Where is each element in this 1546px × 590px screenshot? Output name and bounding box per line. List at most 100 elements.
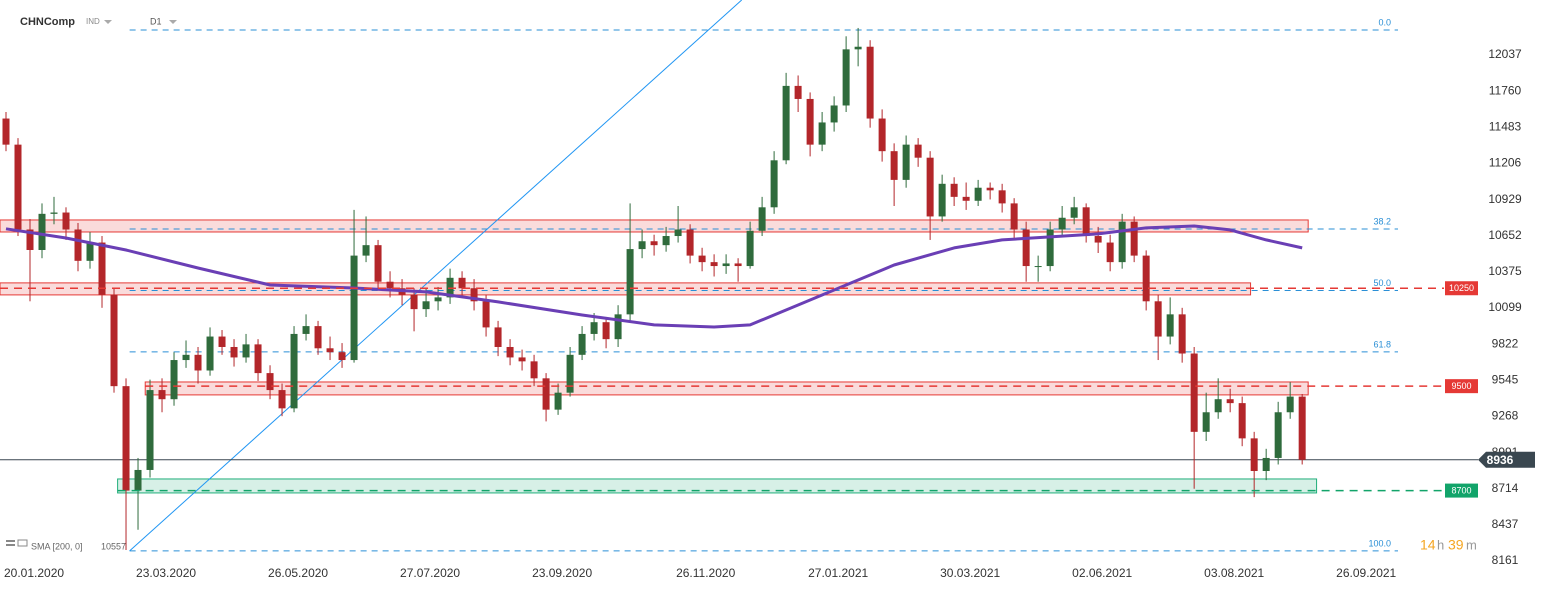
- candle: [158, 378, 166, 413]
- candle-body: [1202, 412, 1210, 432]
- candle: [830, 96, 838, 132]
- candle-body: [14, 144, 22, 230]
- candle: [902, 135, 910, 188]
- candle-body: [854, 46, 862, 50]
- candle: [314, 320, 322, 355]
- candle: [1262, 448, 1270, 481]
- candle-body: [1190, 353, 1198, 432]
- candle: [890, 143, 898, 206]
- y-tick-label: 9822: [1492, 336, 1519, 350]
- candle-body: [878, 118, 886, 152]
- candle-body: [1022, 229, 1030, 267]
- candle: [506, 339, 514, 366]
- candle-body: [422, 301, 430, 310]
- candle-body: [1010, 203, 1018, 230]
- candle-body: [1106, 242, 1114, 263]
- candle-body: [842, 49, 850, 106]
- candle-body: [1166, 314, 1174, 337]
- candle: [338, 343, 346, 368]
- dropdown-arrow[interactable]: [169, 20, 177, 24]
- candle: [950, 177, 958, 206]
- candle: [674, 205, 682, 243]
- timer-hours-unit: h: [1437, 537, 1444, 552]
- candle-body: [806, 98, 814, 145]
- x-tick-label: 23.03.2020: [136, 566, 196, 580]
- candle-body: [1298, 396, 1306, 460]
- candle: [770, 151, 778, 214]
- candle: [662, 226, 670, 252]
- candle: [290, 326, 298, 413]
- candle: [842, 36, 850, 113]
- candle-body: [1286, 396, 1294, 413]
- candle-body: [566, 354, 574, 393]
- candle: [926, 151, 934, 240]
- candle-body: [1262, 457, 1270, 472]
- timeframe[interactable]: D1: [150, 16, 162, 26]
- candle: [254, 339, 262, 381]
- candle: [362, 216, 370, 263]
- candle: [1070, 196, 1078, 225]
- indicator-icon[interactable]: [6, 539, 28, 547]
- candle: [518, 349, 526, 371]
- candle: [1166, 297, 1174, 345]
- candle-body: [674, 229, 682, 237]
- zone: [0, 219, 1309, 233]
- candle-body: [902, 144, 910, 180]
- candle-body: [290, 333, 298, 409]
- candle: [1298, 393, 1306, 465]
- candle-body: [278, 390, 286, 409]
- x-tick-label: 02.06.2021: [1072, 566, 1132, 580]
- candle: [1010, 198, 1018, 240]
- y-tick-label: 10652: [1488, 228, 1522, 242]
- candle: [134, 457, 142, 530]
- candle-body: [542, 378, 550, 410]
- candle: [818, 112, 826, 152]
- candle-body: [74, 229, 82, 261]
- candle-body: [314, 326, 322, 349]
- candle-body: [554, 392, 562, 410]
- candle-body: [506, 346, 514, 358]
- candle-body: [782, 85, 790, 161]
- level-tag-label: 8700: [1451, 485, 1471, 495]
- plot-area: 0.0 38.2 50.0 61.8 100.0 12037 11760 11483 11206…: [0, 0, 1522, 580]
- candle: [578, 326, 586, 361]
- candle: [962, 182, 970, 210]
- candle: [1178, 307, 1186, 363]
- indicator-label: SMA [200, 0]: [31, 541, 83, 551]
- candle-body: [470, 288, 478, 302]
- candle: [938, 174, 946, 222]
- candle: [566, 346, 574, 397]
- candle-body: [770, 160, 778, 208]
- candle: [218, 330, 226, 355]
- candle: [266, 365, 274, 400]
- candle-body: [242, 344, 250, 358]
- candle: [194, 346, 202, 384]
- candle-body: [494, 327, 502, 347]
- dropdown-arrow[interactable]: [104, 20, 112, 24]
- x-tick-label: 26.09.2021: [1336, 566, 1396, 580]
- x-tick-label: 26.11.2020: [676, 566, 735, 580]
- candle: [1214, 378, 1222, 419]
- candle-body: [362, 245, 370, 256]
- candle: [614, 305, 622, 347]
- x-tick-label: 23.09.2020: [532, 566, 592, 580]
- level-tag-label: 9500: [1451, 381, 1471, 391]
- y-tick-label: 9268: [1492, 409, 1519, 423]
- candle: [62, 207, 70, 240]
- candle-body: [1142, 255, 1150, 302]
- candle: [530, 354, 538, 387]
- candle-body: [638, 241, 646, 250]
- candle-body: [662, 236, 670, 246]
- y-tick-label: 8437: [1492, 517, 1519, 531]
- candle: [350, 209, 358, 363]
- fib-label: 38.2: [1373, 216, 1391, 226]
- candle: [182, 340, 190, 368]
- candle-body: [1118, 221, 1126, 263]
- candle: [242, 333, 250, 363]
- symbol[interactable]: CHNComp: [20, 16, 75, 28]
- y-tick-label: 8714: [1492, 481, 1519, 495]
- candle: [170, 352, 178, 406]
- candle-body: [386, 281, 394, 289]
- fib-label: 100.0: [1368, 538, 1391, 548]
- sma-line: [5, 224, 1303, 329]
